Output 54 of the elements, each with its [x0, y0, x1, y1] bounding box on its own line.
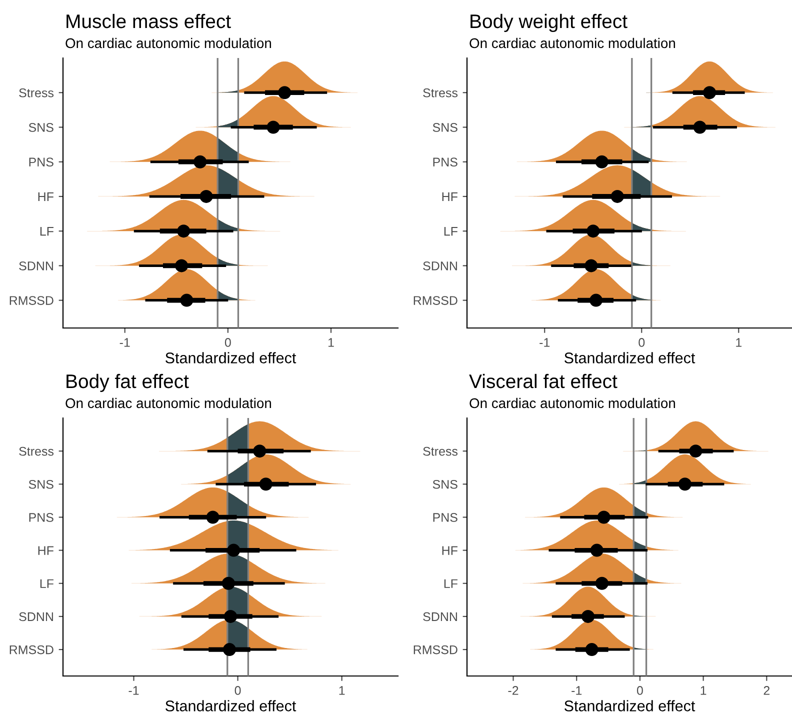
y-tick-label: SDNN — [423, 261, 457, 270]
y-tick-label: LF — [444, 579, 458, 588]
x-tick-label: 2 — [764, 686, 770, 695]
x-tick-label: 1 — [736, 338, 742, 347]
y-tick-label: LF — [40, 579, 54, 588]
y-tick-label: SNS — [28, 123, 54, 132]
chart-subtitle: On cardiac autonomic modulation — [66, 38, 271, 48]
y-tick-label: HF — [442, 546, 458, 555]
y-tick-label: Stress — [423, 88, 458, 98]
x-tick-label: 1 — [700, 686, 706, 695]
x-axis-title: Standardized effect — [564, 700, 696, 712]
x-tick-label: -2 — [508, 686, 518, 695]
y-tick-label: Stress — [19, 446, 54, 456]
y-tick-label: HF — [38, 192, 54, 201]
y-tick-label: HF — [38, 546, 54, 555]
y-tick-label: RMSSD — [414, 645, 458, 654]
chart-title: Body fat effect — [66, 374, 189, 392]
y-tick-label: PNS — [433, 158, 458, 166]
y-tick-label: SNS — [432, 123, 458, 132]
chart-title: Muscle mass effect — [66, 14, 231, 28]
y-tick-label: PNS — [29, 513, 54, 522]
x-axis-title: Standardized effect — [564, 352, 696, 364]
y-tick-label: RMSSD — [10, 296, 54, 305]
y-tick-label: HF — [442, 192, 458, 201]
x-tick-label: -1 — [572, 686, 582, 695]
y-tick-label: PNS — [433, 513, 458, 522]
chart-subtitle: On cardiac autonomic modulation — [66, 398, 271, 408]
x-tick-label: -1 — [540, 338, 550, 347]
x-axis-title: Standardized effect — [166, 700, 296, 712]
y-tick-label: SDNN — [423, 612, 457, 622]
chart-title: Body weight effect — [470, 14, 628, 32]
y-tick-label: SNS — [432, 480, 458, 489]
x-tick-label: 0 — [638, 338, 645, 347]
x-tick-label: 0 — [234, 686, 241, 695]
y-tick-label: RMSSD — [10, 645, 54, 654]
chart-subtitle: On cardiac autonomic modulation — [470, 398, 675, 408]
y-tick-label: Stress — [423, 446, 458, 456]
y-tick-label: RMSSD — [414, 296, 458, 305]
y-tick-label: PNS — [29, 158, 54, 166]
x-tick-label: -1 — [128, 686, 139, 695]
x-axis-title: Standardized effect — [166, 352, 296, 364]
x-tick-label: 0 — [224, 338, 231, 347]
x-tick-label: -1 — [120, 338, 130, 347]
y-tick-label: Stress — [19, 88, 54, 98]
y-tick-label: LF — [40, 227, 54, 236]
chart-title: Visceral fat effect — [469, 374, 618, 388]
x-tick-label: 1 — [339, 686, 345, 695]
y-tick-label: SDNN — [19, 261, 53, 270]
y-tick-label: LF — [444, 227, 458, 236]
y-tick-label: SDNN — [19, 612, 53, 622]
y-tick-label: SNS — [28, 480, 54, 489]
chart-subtitle: On cardiac autonomic modulation — [470, 38, 675, 48]
x-tick-label: 0 — [636, 686, 643, 695]
x-tick-label: 1 — [328, 338, 334, 347]
